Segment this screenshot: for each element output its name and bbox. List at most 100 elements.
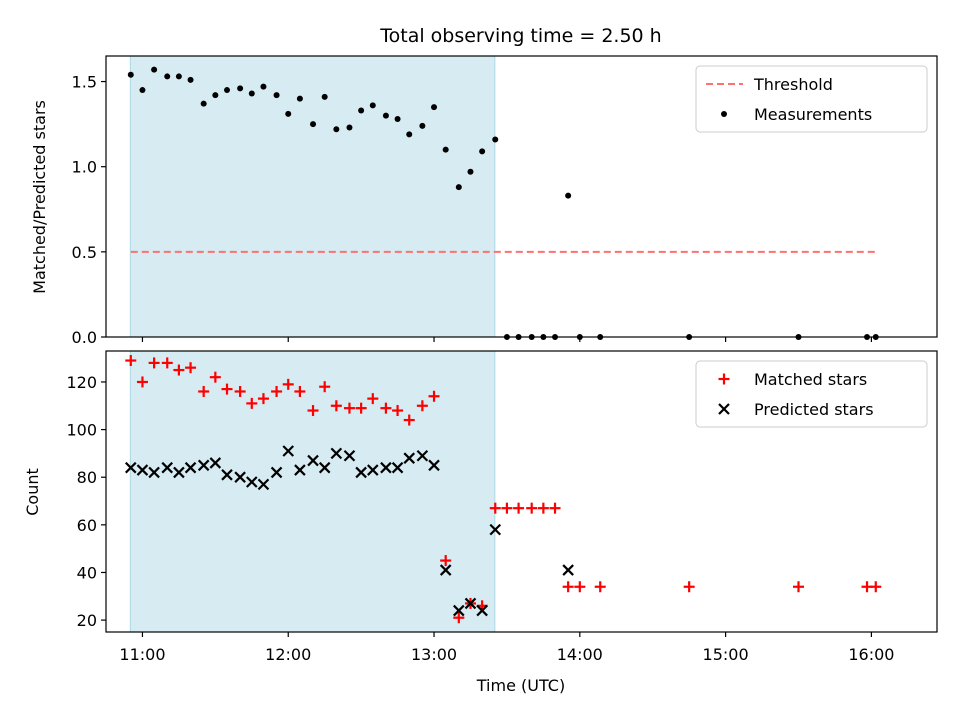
x-tick-label: 13:00 — [411, 645, 457, 664]
legend-box — [695, 360, 928, 428]
matched-star-point — [526, 502, 538, 514]
x-tick-label: 11:00 — [119, 645, 165, 664]
matched-star-point — [136, 376, 148, 388]
matched-star-point — [501, 502, 513, 514]
y-tick-label: 40 — [77, 563, 97, 582]
legend-marker-swatch — [721, 111, 727, 117]
legend-marker-swatch — [718, 403, 730, 415]
measurement-point — [479, 148, 486, 155]
axes-frame — [105, 55, 938, 338]
predicted-star-point — [257, 478, 270, 491]
matched-star-point — [271, 385, 283, 397]
predicted-star-point — [161, 461, 174, 474]
ratio-panel: 0.0 0.5 1.0 1.5 Matched/Predicted stars Thr… — [30, 55, 938, 347]
matched-star-point — [282, 378, 294, 390]
matched-star-point — [428, 390, 440, 402]
predicted-star-point — [234, 471, 246, 483]
matched-star-point — [453, 612, 465, 624]
matched-star-point — [343, 402, 355, 414]
predicted-star-point — [428, 459, 440, 472]
legend-marker-swatch — [718, 373, 730, 385]
matched-star-point — [489, 502, 501, 514]
matched-star-point — [307, 405, 319, 417]
predicted-star-point — [489, 523, 502, 536]
x-tick-label: 16:00 — [848, 645, 894, 664]
y-tick-label: 100 — [66, 421, 97, 440]
matched-star-point — [440, 555, 452, 567]
predicted-star-point — [270, 466, 283, 479]
measurement-point — [455, 184, 462, 191]
x-tick-label: 14:00 — [557, 645, 603, 664]
predicted-star-point — [453, 604, 465, 617]
ratio-axes: 0.0 0.5 1.0 1.5 — [72, 55, 938, 347]
ratio-legend: Threshold Measurements — [695, 65, 928, 133]
matched-star-point — [594, 581, 606, 593]
predicted-star-point — [294, 464, 306, 476]
matched-star-point — [870, 581, 882, 593]
matched-star-point — [173, 364, 185, 376]
measurement-point — [406, 131, 413, 138]
measurement-point — [139, 87, 146, 94]
measurement-point — [273, 92, 280, 99]
matched-star-point — [125, 355, 137, 367]
chart-title: Total observing time = 2.50 h — [379, 25, 661, 47]
measurement-point — [565, 192, 572, 199]
matched-star-point — [549, 502, 561, 514]
measurement-point — [187, 76, 194, 83]
y-tick-label: 80 — [77, 468, 97, 487]
count-axes: 20 40 60 80 100 120 11:00 12:00 13:00 14:00 15:00 1… — [66, 350, 938, 664]
measurement-point — [346, 124, 353, 131]
measurement-point — [151, 66, 158, 73]
predicted-star-point — [367, 464, 379, 476]
predicted-star-point — [403, 452, 416, 464]
measurement-point — [431, 104, 438, 111]
y-tick-label: 120 — [66, 373, 97, 392]
predicted-star-point — [282, 445, 295, 457]
matched-star-point — [683, 581, 695, 593]
measurement-point — [382, 112, 389, 119]
matched-star-point — [513, 502, 525, 514]
ratio-plot-marks — [127, 66, 879, 340]
predicted-star-point — [209, 457, 222, 469]
measurement-point — [285, 110, 292, 117]
matched-star-point — [221, 383, 233, 395]
predicted-star-point — [343, 450, 356, 462]
axes-frame — [105, 350, 938, 633]
matched-star-point — [148, 357, 160, 369]
measurement-point — [394, 116, 401, 123]
matched-star-point — [294, 385, 306, 397]
legend-entry: Measurements — [754, 105, 872, 124]
predicted-star-point — [148, 466, 160, 479]
count-y-axis-label: Count — [23, 468, 42, 516]
measurement-point — [419, 122, 426, 129]
observing-window-band — [129, 55, 496, 338]
matched-star-point — [403, 414, 415, 426]
measurement-point — [333, 126, 340, 133]
count-plot-marks — [125, 355, 882, 624]
matched-star-point — [198, 385, 210, 397]
matched-star-point — [257, 393, 269, 405]
predicted-star-point — [197, 459, 210, 472]
matched-star-point — [246, 397, 258, 409]
predicted-star-point — [307, 454, 319, 467]
legend-entry: Predicted stars — [754, 400, 874, 419]
predicted-star-point — [391, 461, 404, 474]
observing-window-rect — [129, 55, 496, 338]
y-tick-label: 0.0 — [72, 328, 97, 347]
observing-window-rect — [129, 350, 496, 633]
measurement-point — [260, 83, 267, 90]
ratio-y-axis-label: Matched/Predicted stars — [30, 100, 49, 294]
legend-entry: Threshold — [753, 75, 833, 94]
measurement-point — [442, 146, 449, 153]
x-axis-label: Time (UTC) — [476, 676, 565, 695]
predicted-star-point — [439, 564, 452, 576]
predicted-star-point — [464, 597, 477, 610]
predicted-star-point — [318, 461, 331, 474]
x-tick-label: 12:00 — [265, 645, 311, 664]
observing-window-band — [129, 350, 496, 633]
count-panel: 20 40 60 80 100 120 11:00 12:00 13:00 14:00 15:00 1… — [23, 350, 938, 695]
matched-star-point — [392, 405, 404, 417]
predicted-star-point — [330, 447, 343, 460]
measurement-point — [248, 90, 255, 97]
